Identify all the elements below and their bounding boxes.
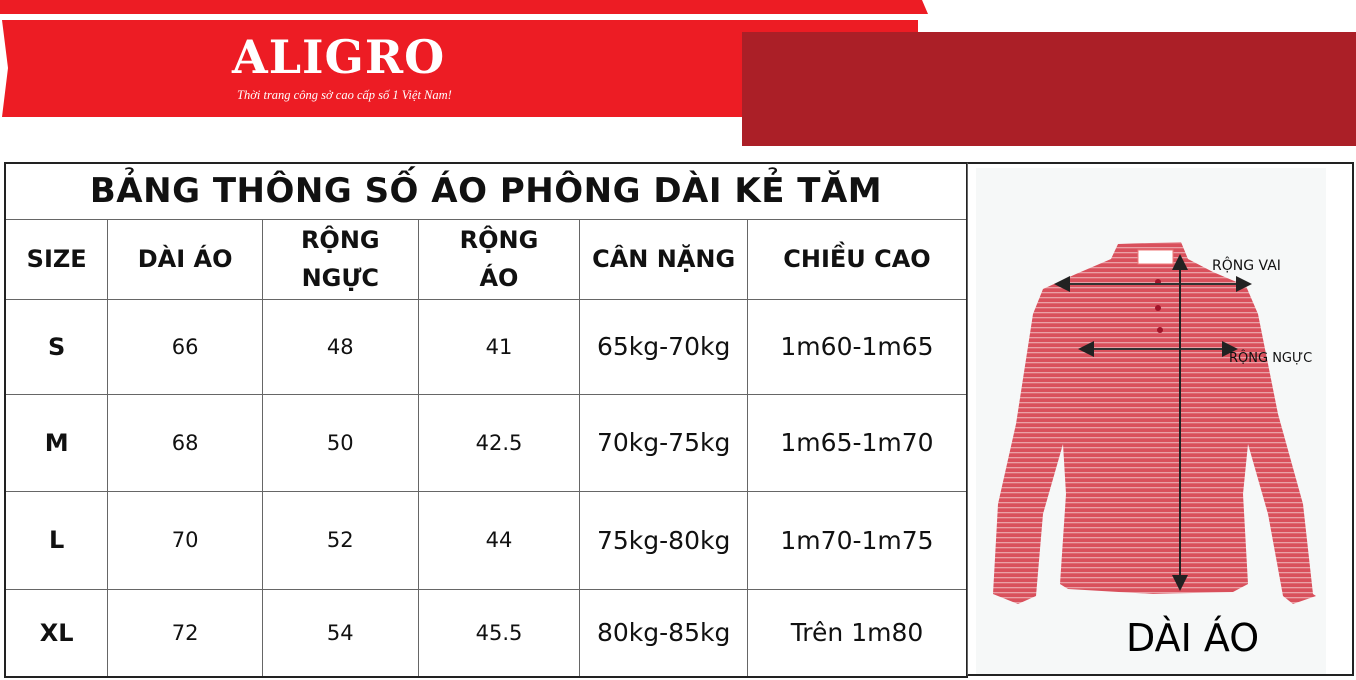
table-cell: 68 — [107, 393, 263, 492]
table-cell: 70 — [107, 490, 263, 590]
table-cell: 41 — [417, 298, 581, 395]
table-cell: 50 — [261, 393, 419, 492]
shoulder-width-label: RỘNG VAI — [1212, 258, 1281, 274]
shirt-image — [993, 242, 1316, 604]
column-header: CHIỀU CAO — [746, 218, 968, 300]
table-cell: 1m70-1m75 — [746, 490, 968, 590]
size-chart-table: BẢNG THÔNG SỐ ÁO PHÔNG DÀI KẺ TĂM SIZE DÀ… — [4, 162, 968, 678]
shirt-diagram: RỘNG VAI RỘNG NGỰC DÀI ÁO — [967, 162, 1354, 676]
table-cell: 48 — [261, 298, 419, 395]
table-cell: 1m65-1m70 — [746, 393, 968, 492]
table-row: S 66 48 41 65kg-70kg 1m60-1m65 — [4, 298, 968, 395]
header-banner — [0, 0, 1356, 146]
table-cell: L — [4, 490, 109, 590]
table-cell: 70kg-75kg — [579, 393, 748, 492]
column-header: SIZE — [4, 218, 109, 300]
table-cell: 66 — [107, 298, 263, 395]
table-cell: M — [4, 393, 109, 492]
chest-width-label: RỘNG NGỰC — [1229, 351, 1313, 366]
column-header: CÂN NẶNG — [579, 218, 748, 300]
table-row: XL 72 54 45.5 80kg-85kg Trên 1m80 — [4, 588, 968, 678]
table-cell: 54 — [261, 588, 419, 678]
table-cell: 80kg-85kg — [579, 588, 748, 678]
column-header: RỘNG NGỰC — [261, 218, 419, 300]
table-cell: 72 — [107, 588, 263, 678]
table-cell: 75kg-80kg — [579, 490, 748, 590]
brand-slogan: Thời trang công sở cao cấp số 1 Việt Nam… — [237, 88, 452, 102]
table-cell: 45.5 — [417, 588, 581, 678]
table-cell: 1m60-1m65 — [746, 298, 968, 395]
column-header: DÀI ÁO — [107, 218, 263, 300]
table-row: L 70 52 44 75kg-80kg 1m70-1m75 — [4, 490, 968, 590]
table-cell: S — [4, 298, 109, 395]
table-title: BẢNG THÔNG SỐ ÁO PHÔNG DÀI KẺ TĂM — [4, 162, 968, 220]
table-row: M 68 50 42.5 70kg-75kg 1m65-1m70 — [4, 393, 968, 492]
table-cell: 42.5 — [417, 393, 581, 492]
table-cell: XL — [4, 588, 109, 678]
brand-logo: ALIGRO — [232, 30, 446, 84]
column-header: RỘNG ÁO — [417, 218, 581, 300]
table-cell: 44 — [417, 490, 581, 590]
table-cell: 65kg-70kg — [579, 298, 748, 395]
table-cell: Trên 1m80 — [746, 588, 968, 678]
table-cell: 52 — [261, 490, 419, 590]
length-label: DÀI ÁO — [1126, 616, 1260, 660]
